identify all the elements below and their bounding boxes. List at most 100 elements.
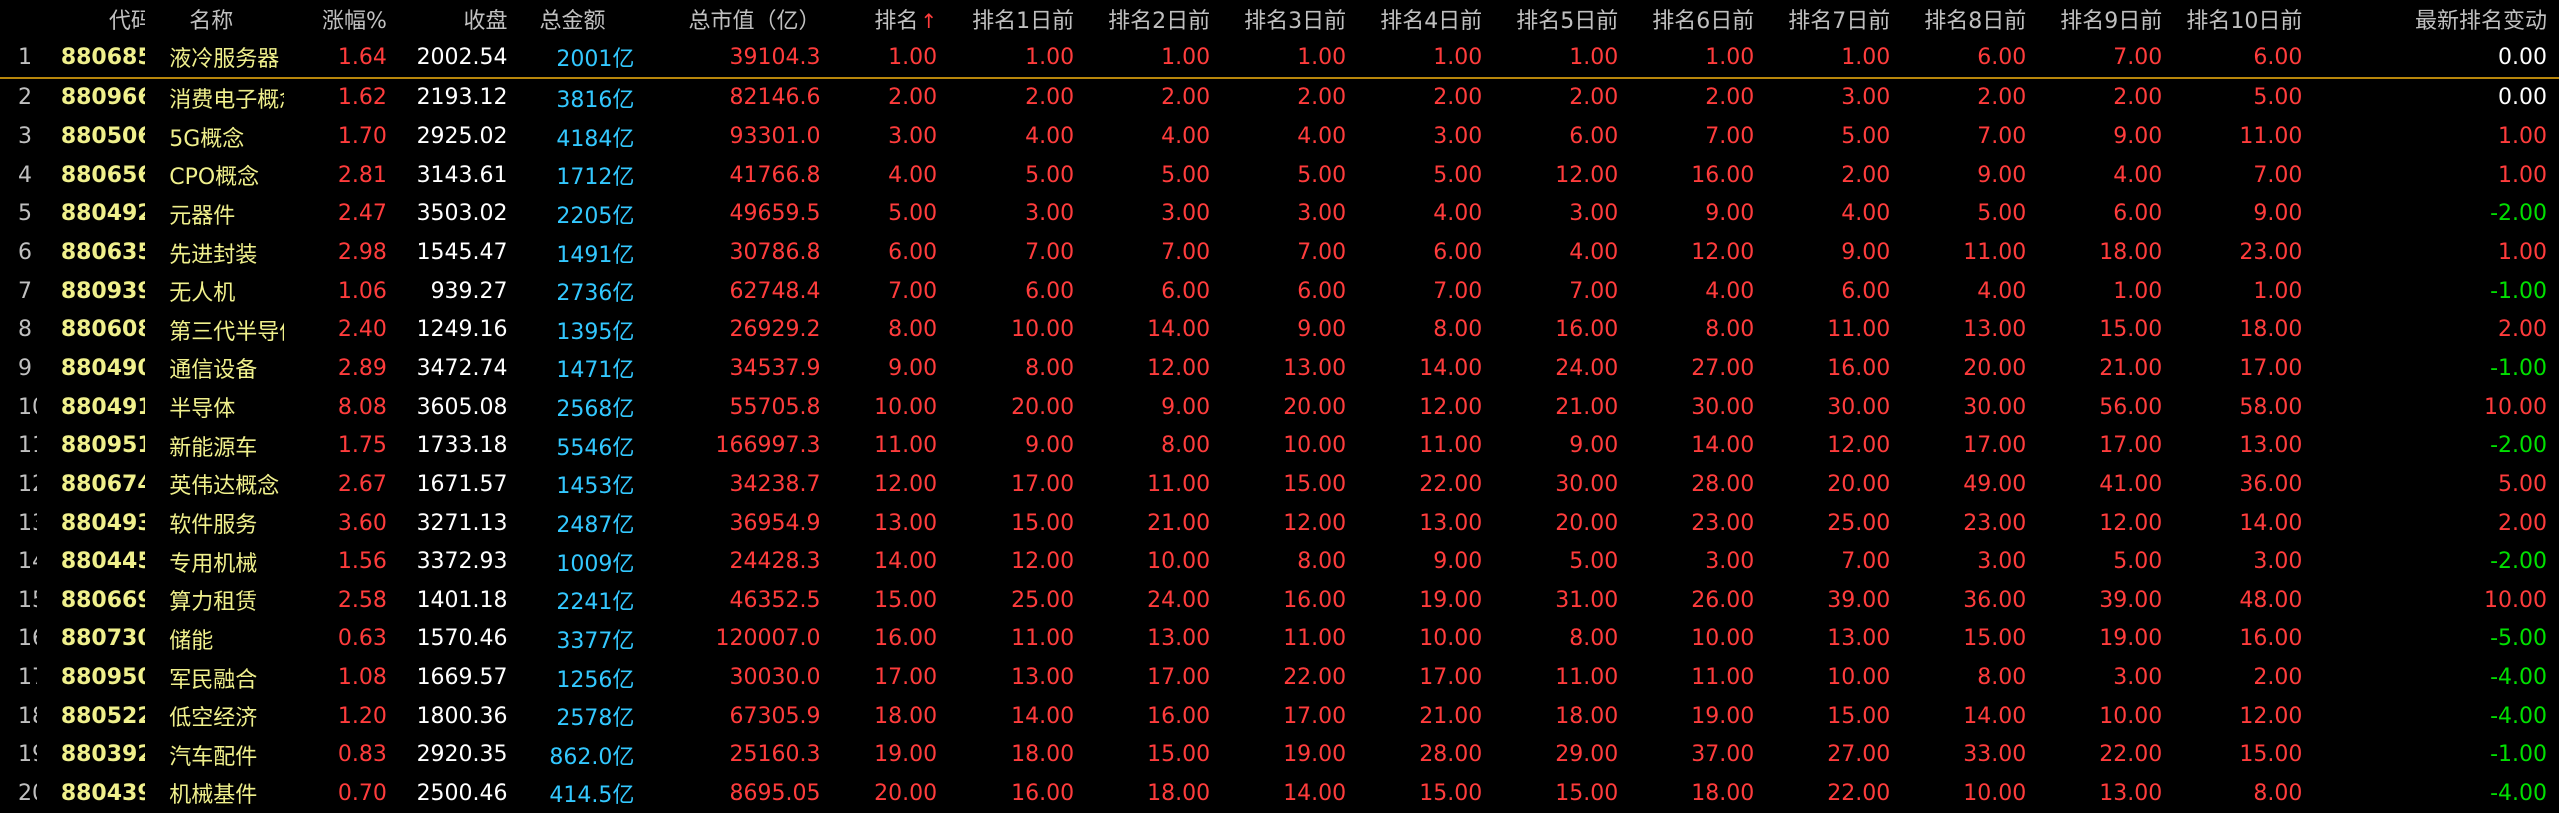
row-rank-6d: 10.00 — [1691, 626, 1755, 652]
header-rank[interactable]: 排名 ↑ — [833, 0, 950, 38]
row-rank-change: -2.00 — [2490, 549, 2547, 575]
row-rank-4d: 14.00 — [1419, 355, 1483, 381]
row-amount: 1395亿 — [520, 310, 647, 349]
header-rank-10d[interactable]: 排名10日前 — [2186, 9, 2303, 34]
header-rank-8d[interactable]: 排名8日前 — [1924, 9, 2027, 34]
row-close: 3605.08 — [416, 394, 508, 420]
row-rank-8d: 49.00 — [1963, 471, 2027, 497]
table-row[interactable]: 13 880493 软件服务 3.60 3271.13 2487亿 36954.9 13.00… — [0, 504, 2559, 543]
row-close: 3372.93 — [416, 549, 508, 575]
row-rank-9d: 9.00 — [2113, 124, 2163, 150]
row-rank-6d: 2.00 — [1705, 85, 1755, 111]
row-rank-9d: 10.00 — [2099, 703, 2163, 729]
row-rank-2d: 21.00 — [1147, 510, 1211, 536]
table-row[interactable]: 16 880730 储能 0.63 1570.46 3377亿 120007.0 16.00 1… — [0, 620, 2559, 659]
row-rank-8d: 17.00 — [1963, 433, 2027, 459]
row-rank-1d: 5.00 — [1025, 162, 1075, 188]
row-rank-8d: 3.00 — [1977, 549, 2027, 575]
row-pct: 2.40 — [337, 317, 387, 343]
row-rank-3d: 20.00 — [1283, 394, 1347, 420]
table-row[interactable]: 1 880685 液冷服务器 1.64 2002.54 2001亿 39104.3 1.00 1… — [0, 38, 2559, 79]
row-pct: 3.60 — [337, 510, 387, 536]
table-row[interactable]: 19 880392 汽车配件 0.83 2920.35 862.0亿 25160.3 19.0… — [0, 736, 2559, 775]
header-rank-9d[interactable]: 排名9日前 — [2060, 9, 2163, 34]
row-code: 880966 — [60, 85, 146, 111]
row-rank-change: -1.00 — [2490, 742, 2547, 768]
row-rank-4d: 12.00 — [1419, 394, 1483, 420]
row-rank-5d: 24.00 — [1555, 355, 1619, 381]
row-rank-10d: 8.00 — [2253, 780, 2303, 806]
header-rank-5d[interactable]: 排名5日前 — [1516, 9, 1619, 34]
table-row[interactable]: 5 880492 元器件 2.47 3503.02 2205亿 49659.5 5.00 3.0… — [0, 195, 2559, 234]
row-amount-unit: 亿 — [612, 203, 635, 229]
row-amount-unit: 亿 — [612, 783, 635, 809]
row-rank: 1.00 — [832, 38, 950, 79]
table-row[interactable]: 6 880635 先进封装 2.98 1545.47 1491亿 30786.8 6.00 7.… — [0, 233, 2559, 272]
table-row[interactable]: 14 880445 专用机械 1.56 3372.93 1009亿 24428.3 14.00… — [0, 542, 2559, 581]
row-rank-4d: 15.00 — [1419, 780, 1483, 806]
row-amount: 414.5亿 — [520, 774, 647, 813]
header-close[interactable]: 收盘 — [463, 9, 508, 34]
header-rank-change[interactable]: 最新排名变动 — [2414, 9, 2547, 34]
row-rank-8d: 10.00 — [1963, 780, 2027, 806]
row-amount: 3377亿 — [520, 620, 647, 659]
row-rank-7d: 5.00 — [1841, 124, 1891, 150]
row-market-cap: 41766.8 — [729, 162, 821, 188]
header-name[interactable]: 名称 — [189, 9, 234, 34]
row-amount-value: 1395 — [556, 319, 613, 345]
row-rank-8d: 23.00 — [1963, 510, 2027, 536]
table-row[interactable]: 4 880656 CPO概念 2.81 3143.61 1712亿 41766.8 4.00 5… — [0, 156, 2559, 195]
header-rank-6d[interactable]: 排名6日前 — [1652, 9, 1755, 34]
row-amount: 2568亿 — [520, 388, 647, 427]
table-row[interactable]: 20 880439 机械基件 0.70 2500.46 414.5亿 8695.05 20.0… — [0, 774, 2559, 813]
row-amount: 2001亿 — [519, 38, 647, 79]
row-rank-change: -5.00 — [2490, 626, 2547, 652]
row-rank-8d: 6.00 — [1902, 38, 2039, 79]
header-code[interactable]: 代码 — [108, 9, 146, 34]
row-rank-5d: 20.00 — [1555, 510, 1619, 536]
row-rank-2d: 6.00 — [1161, 278, 1211, 304]
row-rank-9d: 22.00 — [2099, 742, 2163, 768]
table-row[interactable]: 8 880608 第三代半导体 2.40 1249.16 1395亿 26929.2 8.00… — [0, 310, 2559, 349]
row-amount: 1471亿 — [520, 349, 647, 388]
header-rank-3d[interactable]: 排名3日前 — [1244, 9, 1347, 34]
row-amount: 1453亿 — [520, 465, 647, 504]
table-row[interactable]: 2 880966 消费电子概念 1.62 2193.12 3816亿 82146.6 2.00… — [0, 78, 2559, 118]
row-name: 消费电子概念 — [169, 87, 284, 113]
table-row[interactable]: 3 880506 5G概念 1.70 2925.02 4184亿 93301.0 3.00 4.… — [0, 117, 2559, 156]
header-rank-1d[interactable]: 排名1日前 — [972, 9, 1075, 34]
row-rank-7d: 22.00 — [1827, 780, 1891, 806]
table-row[interactable]: 9 880490 通信设备 2.89 3472.74 1471亿 34537.9 9.00 8.… — [0, 349, 2559, 388]
row-rank-8d: 13.00 — [1963, 317, 2027, 343]
row-rank-change: 10.00 — [2484, 394, 2547, 420]
row-rank-10d: 17.00 — [2239, 355, 2303, 381]
table-row[interactable]: 10 880491 半导体 8.08 3605.08 2568亿 55705.8 10.00 2… — [0, 388, 2559, 427]
header-amount[interactable]: 总金额 — [539, 9, 606, 34]
table-row[interactable]: 17 880950 军民融合 1.08 1669.57 1256亿 30030.0 17.00… — [0, 658, 2559, 697]
row-rank-4d: 5.00 — [1433, 162, 1483, 188]
row-rank-3d: 15.00 — [1283, 471, 1347, 497]
table-row[interactable]: 12 880674 英伟达概念 2.67 1671.57 1453亿 34238.7 12.0… — [0, 465, 2559, 504]
header-rank-2d[interactable]: 排名2日前 — [1108, 9, 1211, 34]
table-row[interactable]: 7 880939 无人机 1.06 939.27 2736亿 62748.4 7.00 6.00… — [0, 272, 2559, 311]
row-rank-3d: 17.00 — [1283, 703, 1347, 729]
row-rank-10d: 48.00 — [2239, 587, 2303, 613]
table-row[interactable]: 15 880669 算力租赁 2.58 1401.18 2241亿 46352.5 15.00… — [0, 581, 2559, 620]
header-rank-7d[interactable]: 排名7日前 — [1788, 9, 1891, 34]
row-rank-change: 1.00 — [2498, 162, 2547, 188]
header-pct[interactable]: 涨幅% — [321, 9, 387, 34]
table-row[interactable]: 18 880522 低空经济 1.20 1800.36 2578亿 67305.9 18.00… — [0, 697, 2559, 736]
header-rank-4d[interactable]: 排名4日前 — [1380, 9, 1483, 34]
row-rank-6d: 8.00 — [1705, 317, 1755, 343]
row-rank-6d: 26.00 — [1691, 587, 1755, 613]
row-rank-5d: 18.00 — [1555, 703, 1619, 729]
table-row[interactable]: 11 880951 新能源车 1.75 1733.18 5546亿 166997.3 11.0… — [0, 426, 2559, 465]
row-code: 880669 — [60, 587, 146, 613]
row-rank-8d: 7.00 — [1977, 124, 2027, 150]
row-market-cap: 30786.8 — [729, 240, 821, 266]
row-name: 半导体 — [169, 397, 236, 423]
header-market-cap[interactable]: 总市值（亿） — [688, 9, 821, 34]
row-index: 2 — [18, 85, 32, 111]
row-rank-change: 2.00 — [2498, 510, 2547, 536]
